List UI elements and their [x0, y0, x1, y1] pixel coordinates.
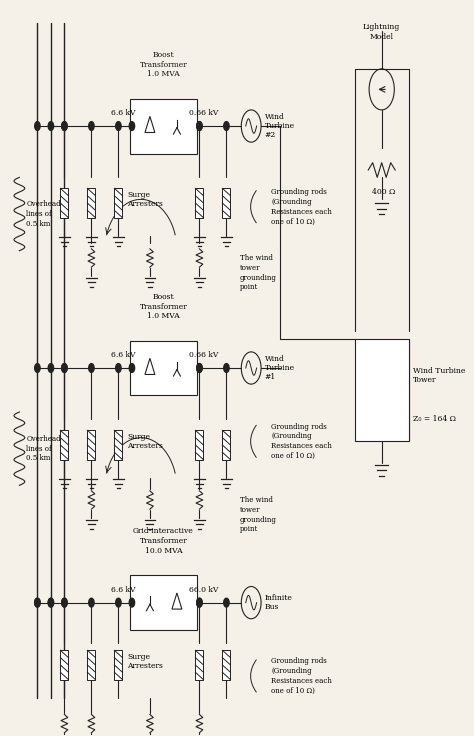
- Text: Grid-interactive
Transformer
10.0 MVA: Grid-interactive Transformer 10.0 MVA: [133, 528, 194, 555]
- Text: Infinite
Bus: Infinite Bus: [264, 594, 292, 611]
- FancyBboxPatch shape: [195, 188, 203, 218]
- Text: Grounding rods
(Grounding
Resistances each
one of 10 Ω): Grounding rods (Grounding Resistances ea…: [272, 188, 332, 225]
- FancyBboxPatch shape: [130, 99, 197, 154]
- FancyBboxPatch shape: [222, 431, 230, 460]
- Text: Wind
Turbine
#2: Wind Turbine #2: [264, 113, 295, 139]
- Text: Surge
Arresters: Surge Arresters: [128, 653, 163, 670]
- FancyBboxPatch shape: [60, 651, 68, 679]
- Circle shape: [62, 121, 67, 130]
- FancyBboxPatch shape: [222, 188, 230, 218]
- Circle shape: [89, 364, 94, 372]
- FancyBboxPatch shape: [222, 651, 230, 679]
- Circle shape: [89, 121, 94, 130]
- Circle shape: [224, 121, 229, 130]
- Circle shape: [116, 364, 121, 372]
- Circle shape: [62, 364, 67, 372]
- Circle shape: [48, 364, 54, 372]
- Circle shape: [197, 121, 202, 130]
- FancyBboxPatch shape: [114, 188, 122, 218]
- Text: Lightning
Model: Lightning Model: [363, 24, 401, 40]
- Text: 66.0 kV: 66.0 kV: [189, 586, 219, 594]
- FancyBboxPatch shape: [130, 575, 197, 630]
- Text: Surge
Arresters: Surge Arresters: [128, 433, 163, 450]
- Circle shape: [197, 364, 202, 372]
- Text: Wind Turbine
Tower: Wind Turbine Tower: [413, 367, 465, 384]
- FancyBboxPatch shape: [60, 188, 68, 218]
- Circle shape: [35, 598, 40, 607]
- Text: Overhead
lines of
0.5 km: Overhead lines of 0.5 km: [26, 200, 61, 228]
- Circle shape: [62, 121, 67, 130]
- FancyBboxPatch shape: [87, 651, 95, 679]
- Text: Wind
Turbine
#1: Wind Turbine #1: [264, 355, 295, 381]
- Circle shape: [48, 598, 54, 607]
- Text: The wind
tower
grounding
point: The wind tower grounding point: [240, 254, 277, 291]
- Text: Grounding rods
(Grounding
Resistances each
one of 10 Ω): Grounding rods (Grounding Resistances ea…: [272, 422, 332, 460]
- Text: 6.6 kV: 6.6 kV: [110, 586, 135, 594]
- Text: The wind
tower
grounding
point: The wind tower grounding point: [240, 496, 277, 534]
- Text: Boost
Transformer
1.0 MVA: Boost Transformer 1.0 MVA: [139, 293, 187, 320]
- Circle shape: [35, 598, 40, 607]
- Circle shape: [62, 598, 67, 607]
- Circle shape: [197, 364, 202, 372]
- Circle shape: [116, 598, 121, 607]
- Circle shape: [129, 598, 135, 607]
- Circle shape: [48, 121, 54, 130]
- Circle shape: [129, 121, 135, 130]
- Circle shape: [35, 121, 40, 130]
- Text: Z₀ = 164 Ω: Z₀ = 164 Ω: [413, 415, 456, 423]
- FancyBboxPatch shape: [114, 431, 122, 460]
- FancyBboxPatch shape: [355, 339, 409, 442]
- Circle shape: [116, 121, 121, 130]
- Text: 0.66 kV: 0.66 kV: [189, 109, 219, 117]
- Text: Boost
Transformer
1.0 MVA: Boost Transformer 1.0 MVA: [139, 51, 187, 78]
- Text: 6.6 kV: 6.6 kV: [110, 351, 135, 359]
- Text: Surge
Arresters: Surge Arresters: [128, 191, 163, 208]
- Text: 6.6 kV: 6.6 kV: [110, 109, 135, 117]
- Text: Overhead
lines of
0.5 km: Overhead lines of 0.5 km: [26, 435, 61, 462]
- FancyBboxPatch shape: [195, 651, 203, 679]
- Circle shape: [224, 364, 229, 372]
- Circle shape: [35, 364, 40, 372]
- Circle shape: [62, 598, 67, 607]
- Circle shape: [89, 598, 94, 607]
- FancyBboxPatch shape: [60, 431, 68, 460]
- Text: 400 Ω: 400 Ω: [372, 188, 396, 197]
- FancyBboxPatch shape: [195, 431, 203, 460]
- Text: Grounding rods
(Grounding
Resistances each
one of 10 Ω): Grounding rods (Grounding Resistances ea…: [272, 657, 332, 695]
- FancyBboxPatch shape: [87, 188, 95, 218]
- Circle shape: [48, 598, 54, 607]
- Circle shape: [62, 364, 67, 372]
- FancyBboxPatch shape: [114, 651, 122, 679]
- Text: 0.66 kV: 0.66 kV: [189, 351, 219, 359]
- FancyBboxPatch shape: [87, 431, 95, 460]
- Circle shape: [197, 121, 202, 130]
- Circle shape: [197, 598, 202, 607]
- Circle shape: [197, 598, 202, 607]
- FancyBboxPatch shape: [130, 341, 197, 395]
- Circle shape: [224, 598, 229, 607]
- Circle shape: [129, 364, 135, 372]
